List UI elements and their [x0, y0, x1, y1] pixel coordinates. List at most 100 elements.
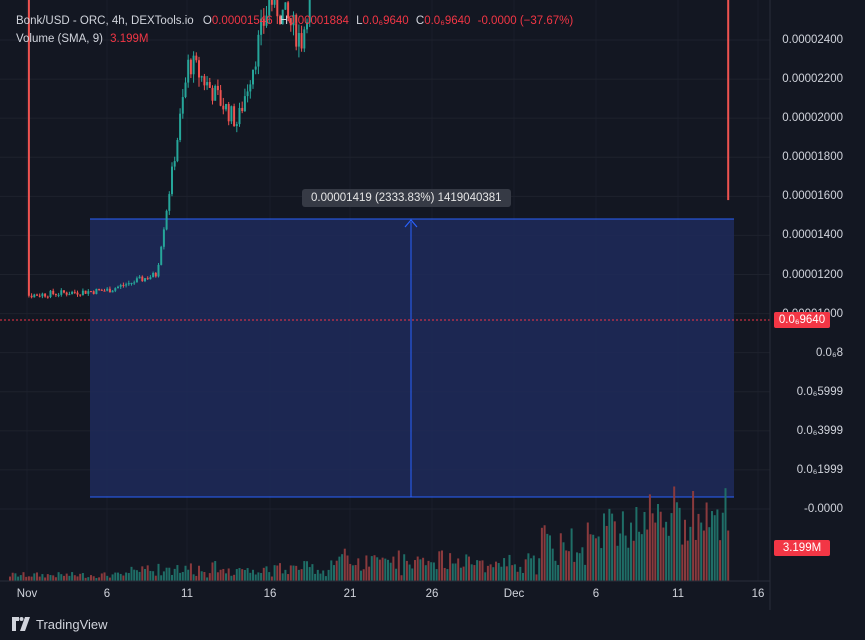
- volume-bar: [414, 560, 416, 581]
- volume-bar: [200, 571, 203, 581]
- volume-bar: [57, 572, 60, 581]
- volume-bar: [522, 572, 524, 581]
- volume-bar: [470, 564, 473, 581]
- high-value: 0.00001884: [288, 15, 349, 27]
- volume-bar: [708, 527, 711, 581]
- candle-body: [149, 277, 152, 280]
- volume-bar: [98, 577, 101, 581]
- candle-body: [81, 290, 84, 296]
- candle-body: [276, 0, 279, 17]
- volume-bar: [454, 563, 457, 581]
- volume-bar: [165, 567, 168, 581]
- volume-bar: [333, 565, 335, 581]
- volume-bar: [233, 574, 236, 581]
- volume-bar: [154, 575, 157, 581]
- volume-bar: [257, 572, 260, 581]
- candle-body: [125, 284, 128, 286]
- volume-bar: [127, 573, 130, 581]
- low-label: L: [356, 15, 363, 27]
- volume-bar: [697, 513, 700, 581]
- volume-bar: [508, 554, 511, 581]
- volume-bar: [133, 569, 136, 581]
- volume-bar: [246, 568, 249, 581]
- volume-bar: [270, 576, 273, 581]
- volume-bar: [673, 486, 676, 581]
- candle-body: [238, 107, 241, 125]
- volume-bar: [108, 577, 111, 581]
- candle-body: [287, 2, 290, 19]
- volume-bar: [214, 561, 217, 581]
- candle-body: [292, 14, 295, 26]
- volume-bar: [149, 570, 152, 581]
- volume-bar: [46, 574, 49, 581]
- price-tick-label: 0.00002000: [782, 112, 843, 125]
- candle-body: [154, 272, 157, 277]
- volume-bar: [430, 562, 433, 581]
- volume-bar: [532, 555, 535, 581]
- candle-body: [273, 0, 276, 5]
- tradingview-brand[interactable]: TradingView: [12, 612, 108, 636]
- candle-body: [308, 0, 311, 23]
- volume-bar: [500, 566, 503, 581]
- candle-body: [214, 85, 217, 101]
- volume-bar: [384, 558, 387, 581]
- candle-body: [233, 106, 236, 127]
- volume-bar: [327, 569, 330, 581]
- volume-bar: [222, 568, 225, 581]
- volume-bar: [481, 560, 484, 581]
- volume-bar: [84, 577, 87, 581]
- volume-bar: [387, 559, 389, 581]
- volume-bar: [179, 572, 182, 581]
- volume-bar: [624, 535, 627, 581]
- volume-bar: [141, 566, 144, 581]
- volume-bar: [81, 573, 84, 581]
- candle-body: [230, 106, 233, 122]
- time-tick-label: 26: [425, 588, 439, 600]
- candle-body: [30, 295, 33, 298]
- volume-bar: [306, 561, 308, 581]
- volume-bar: [184, 565, 187, 581]
- candle-body: [227, 103, 230, 122]
- volume-bar: [638, 531, 641, 581]
- volume-bar: [362, 569, 365, 581]
- volume-bar: [476, 560, 479, 581]
- close-value: 0.0₆9640: [424, 15, 471, 27]
- volume-bar: [381, 557, 384, 581]
- volume-bar: [65, 573, 68, 581]
- volume-bar: [297, 569, 300, 581]
- volume-bar: [341, 554, 344, 581]
- volume-bar: [171, 574, 173, 581]
- symbol-title[interactable]: Bonk/USD - ORC, 4h, DEXTools.io: [16, 15, 194, 27]
- price-tick-label: 0.00002200: [782, 73, 843, 86]
- volume-bar: [311, 564, 314, 581]
- volume-bar: [497, 563, 500, 581]
- candle-body: [281, 9, 284, 25]
- candle-body: [133, 282, 136, 284]
- volume-bar: [360, 570, 362, 581]
- volume-bar: [395, 568, 398, 581]
- close-label: C: [415, 15, 425, 27]
- volume-bar: [9, 576, 11, 581]
- volume-bar: [68, 575, 71, 581]
- volume-bar: [114, 572, 117, 581]
- volume-bar: [462, 566, 465, 581]
- candle-body: [41, 293, 44, 297]
- volume-bar: [17, 576, 20, 581]
- volume-bar: [457, 558, 460, 581]
- volume-bar: [630, 522, 632, 581]
- volume-bar: [19, 575, 22, 581]
- price-tick-label: 0.00001600: [782, 190, 843, 203]
- price-tick-label: 0.00001400: [782, 229, 843, 242]
- candle-body: [176, 140, 179, 162]
- volume-bar: [60, 574, 63, 581]
- volume-bar: [400, 575, 403, 581]
- volume-bar: [562, 542, 565, 581]
- candle-body: [87, 291, 90, 294]
- candle-body: [127, 283, 130, 285]
- candle-body: [100, 289, 103, 291]
- volume-bar: [686, 540, 689, 581]
- volume-bar: [216, 572, 219, 581]
- candle-body: [179, 113, 182, 141]
- volume-label[interactable]: Volume (SMA, 9): [16, 33, 103, 45]
